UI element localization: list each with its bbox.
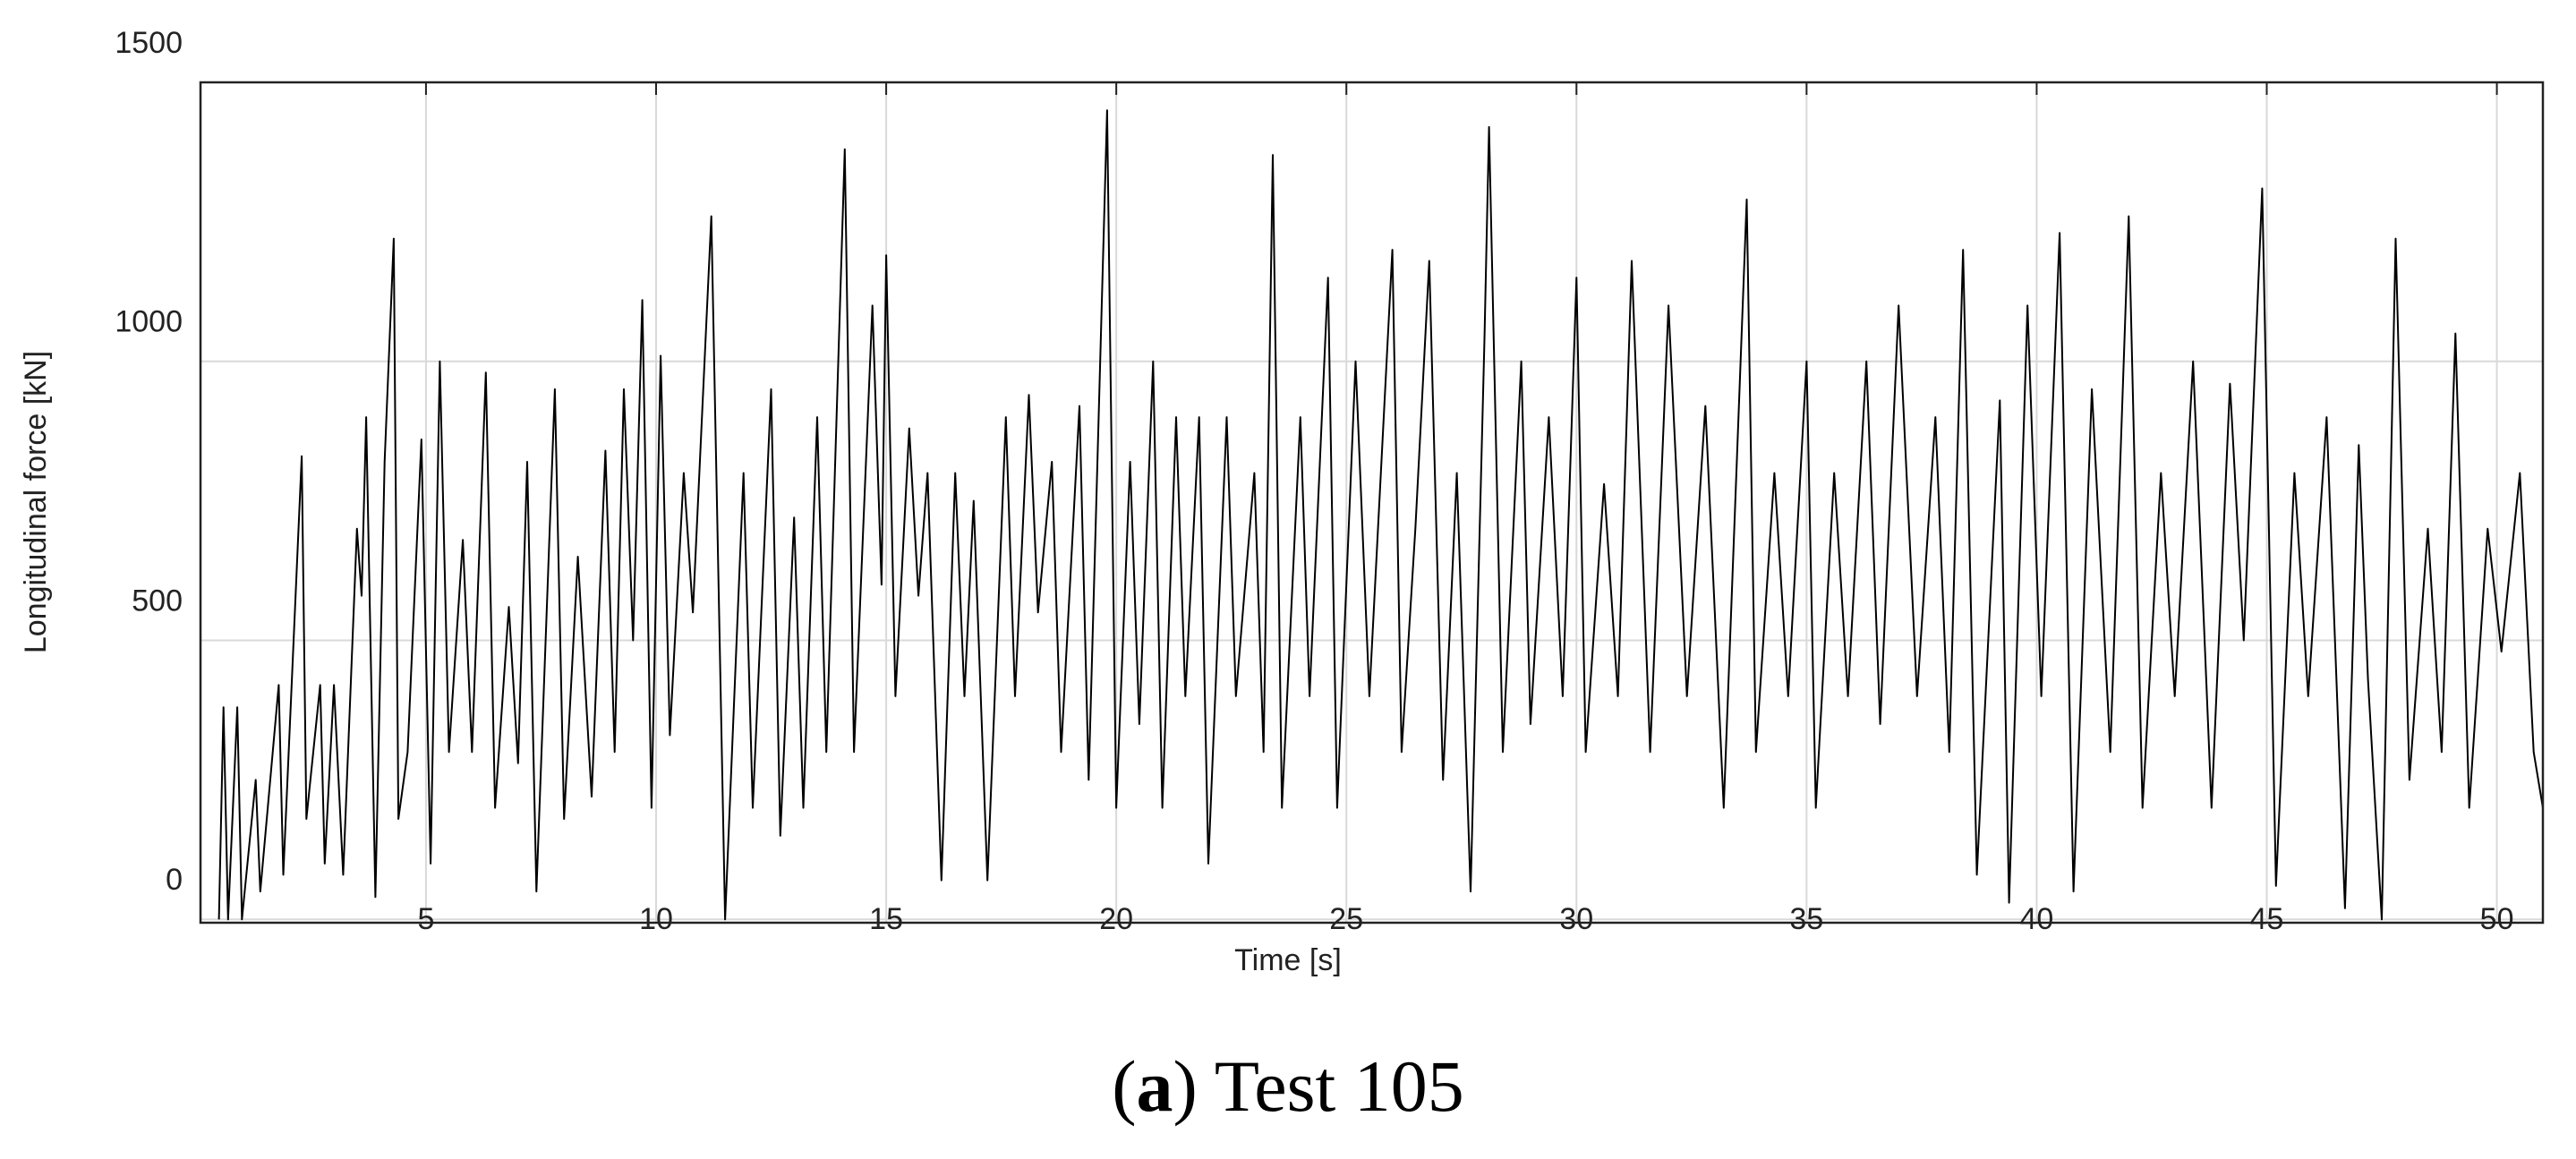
x-tick-label: 30 [1559,902,1593,936]
x-tick-label: 25 [1329,902,1363,936]
y-tick-label: 1500 [115,26,183,60]
x-tick-label: 5 [417,902,434,936]
caption: (a) Test 105 [1112,1045,1464,1127]
caption-rest: ) Test 105 [1173,1045,1464,1127]
y-tick-label: 1000 [115,305,183,339]
y-tick-label: 0 [166,863,183,897]
y-axis-label: Longitudinal force [kN] [19,351,53,653]
x-tick-label: 15 [869,902,903,936]
x-tick-label: 35 [1789,902,1823,936]
caption-letter: a [1137,1045,1173,1127]
plot-frame [199,81,2545,925]
x-tick-label: 50 [2480,902,2514,936]
x-tick-label: 20 [1099,902,1133,936]
caption-open: ( [1112,1045,1136,1127]
line [218,109,2544,921]
y-tick-label: 500 [132,584,183,618]
x-tick-label: 10 [639,902,673,936]
x-tick-label: 45 [2250,902,2284,936]
x-axis-label: Time [s] [1234,943,1342,977]
x-tick-label: 40 [2020,902,2054,936]
